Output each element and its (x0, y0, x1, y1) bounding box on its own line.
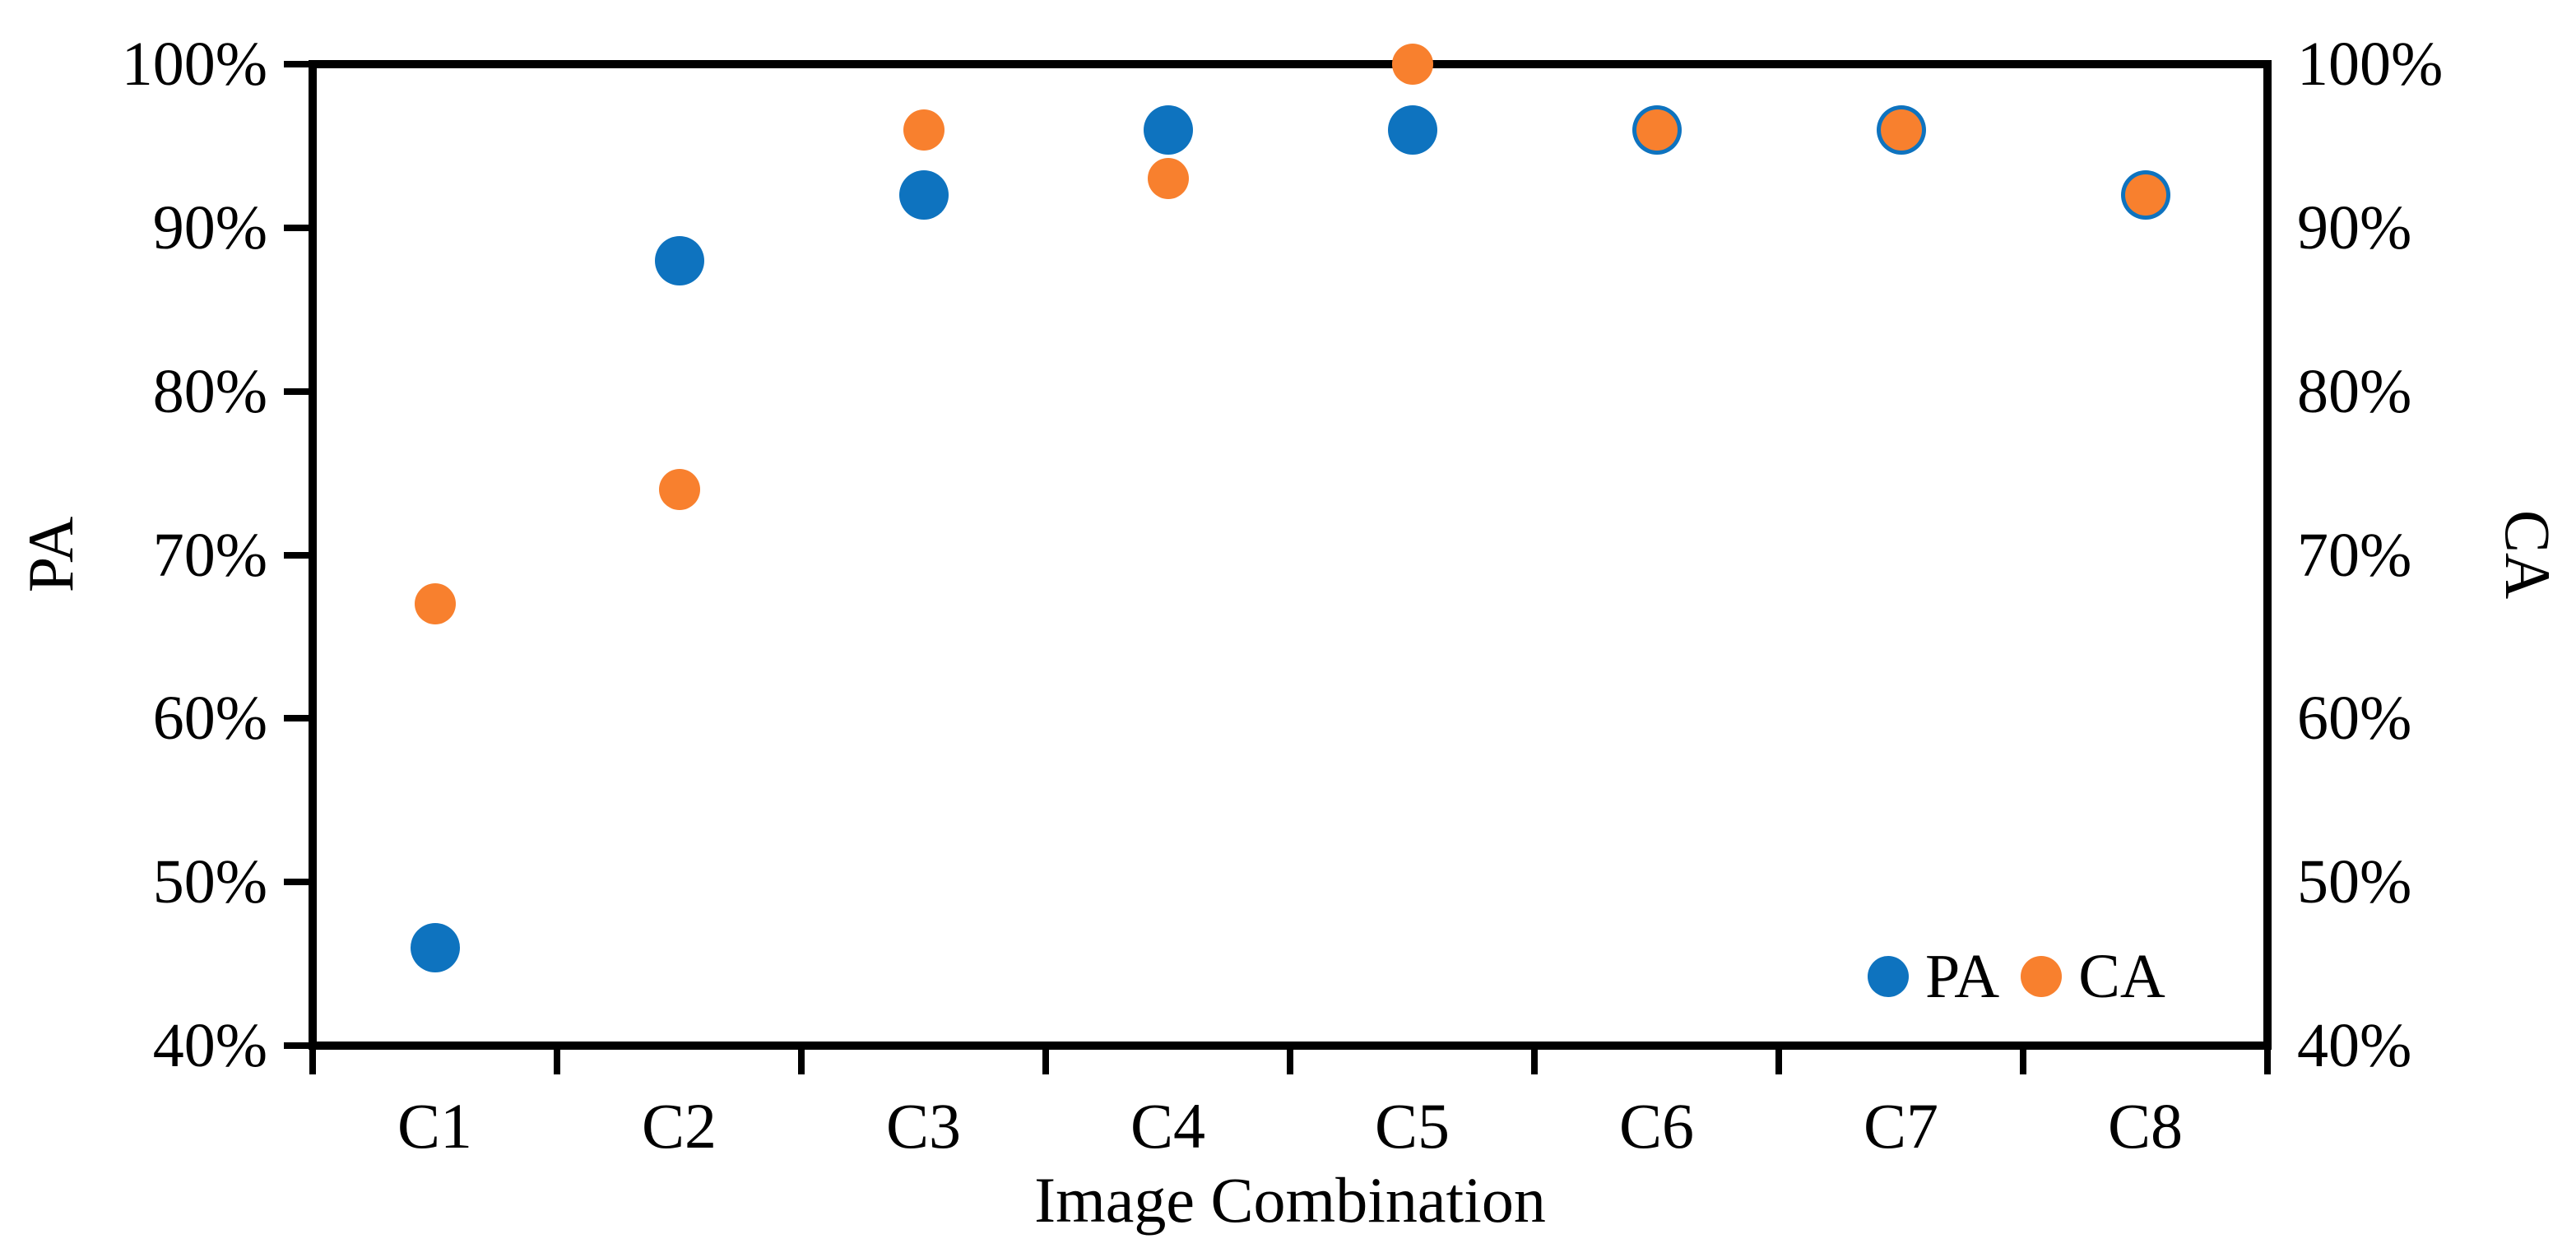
plot-area (309, 60, 2272, 1050)
data-point-ca-c7 (1880, 109, 1922, 151)
x-axis-tick (798, 1042, 805, 1074)
y-axis-left-tick-label: 60% (152, 684, 267, 754)
legend-label-ca: CA (2078, 942, 2165, 1011)
y-axis-tick (284, 715, 313, 722)
y-axis-tick (284, 1042, 313, 1049)
data-point-pa-c2 (654, 235, 704, 285)
pa-legend-dot-icon (1868, 956, 1909, 997)
y-axis-left-tick-label: 70% (152, 520, 267, 590)
x-axis-tick (1531, 1042, 1538, 1074)
y-axis-right-tick-label: 90% (2297, 193, 2412, 262)
x-axis-tick (1042, 1042, 1049, 1074)
x-axis-category-label: C4 (1130, 1090, 1206, 1162)
ca-legend-dot-icon (2021, 956, 2063, 997)
x-axis-tick (309, 1042, 316, 1074)
data-point-ca-c5 (1391, 44, 1433, 85)
legend: PA CA (1868, 945, 2165, 1008)
y-axis-right-tick-label: 80% (2297, 356, 2412, 426)
data-point-ca-c6 (1636, 109, 1678, 151)
y-axis-right-title: CA (2492, 509, 2564, 600)
x-axis-tick (2264, 1042, 2271, 1074)
y-axis-left-tick-label: 40% (152, 1011, 267, 1080)
x-axis-category-label: C2 (641, 1090, 717, 1162)
y-axis-left-tick-label: 100% (121, 30, 267, 99)
legend-item-pa: PA (1868, 945, 1999, 1008)
legend-item-ca: CA (2021, 945, 2165, 1008)
x-axis-title: Image Combination (1034, 1164, 1546, 1236)
data-point-pa-c3 (898, 170, 949, 220)
data-point-ca-c4 (1147, 158, 1189, 200)
y-axis-tick (284, 387, 313, 395)
legend-label-pa: PA (1925, 942, 2000, 1011)
x-axis-category-label: C6 (1618, 1090, 1695, 1162)
x-axis-tick (1775, 1042, 1782, 1074)
y-axis-tick (284, 224, 313, 231)
data-point-pa-c4 (1143, 104, 1193, 155)
y-axis-right-tick-label: 60% (2297, 684, 2412, 754)
data-point-pa-c1 (410, 922, 460, 972)
y-axis-tick (284, 61, 313, 67)
y-axis-right-tick-label: 40% (2297, 1011, 2412, 1080)
data-point-pa-c5 (1387, 104, 1437, 155)
y-axis-tick (284, 879, 313, 886)
x-axis-category-label: C8 (2107, 1090, 2184, 1162)
y-axis-right-tick-label: 70% (2297, 520, 2412, 590)
data-point-ca-c3 (903, 109, 945, 151)
x-axis-tick (2020, 1042, 2026, 1074)
y-axis-left-tick-label: 50% (152, 847, 267, 917)
y-axis-left-tick-label: 90% (152, 193, 267, 262)
y-axis-left-tick-label: 80% (152, 356, 267, 426)
y-axis-tick (284, 551, 313, 559)
y-axis-left-title: PA (15, 516, 86, 593)
data-point-ca-c2 (658, 468, 700, 510)
y-axis-right-tick-label: 100% (2297, 30, 2444, 99)
x-axis-tick (1287, 1042, 1293, 1074)
x-axis-category-label: C1 (397, 1090, 473, 1162)
x-axis-category-label: C3 (885, 1090, 962, 1162)
x-axis-category-label: C5 (1374, 1090, 1450, 1162)
y-axis-right-tick-label: 50% (2297, 847, 2412, 917)
data-point-ca-c1 (414, 583, 456, 625)
x-axis-tick (554, 1042, 560, 1074)
data-point-ca-c8 (2124, 174, 2166, 216)
x-axis-category-label: C7 (1863, 1090, 1939, 1162)
